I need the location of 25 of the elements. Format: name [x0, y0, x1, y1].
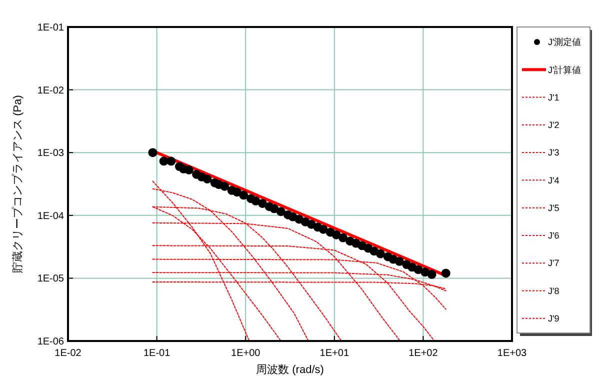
- x-tick-label: 1E+00: [231, 348, 261, 359]
- legend-label: J'3: [548, 148, 560, 158]
- y-tick-label: 1E-06: [37, 336, 64, 348]
- legend-label: J'9: [548, 314, 560, 324]
- legend-label: J'7: [548, 258, 560, 268]
- x-tick-label: 1E+01: [320, 348, 350, 359]
- legend-label: J'2: [548, 120, 560, 130]
- legend-label: J'8: [548, 286, 560, 296]
- legend-label: J'測定値: [548, 37, 582, 48]
- y-axis-title: 貯蔵クリープコンプライアンス (Pa): [11, 95, 24, 273]
- y-tick-label: 1E-04: [37, 210, 64, 222]
- legend-label: J'4: [548, 175, 560, 186]
- legend-label: J'計算値: [548, 64, 582, 75]
- legend-label: J'1: [548, 92, 560, 102]
- x-axis-title: 周波数 (rad/s): [256, 363, 324, 376]
- y-tick-label: 1E-05: [37, 274, 64, 285]
- x-tick-label: 1E+03: [497, 348, 528, 359]
- x-tick-label: 1E-02: [54, 348, 82, 359]
- y-tick-label: 1E-03: [37, 148, 64, 160]
- x-tick-label: 1E-01: [143, 348, 171, 359]
- y-tick-label: 1E-01: [37, 22, 64, 34]
- y-tick-label: 1E-02: [37, 85, 64, 96]
- legend-label: J'5: [548, 202, 560, 213]
- x-tick-label: 1E+02: [408, 348, 438, 359]
- legend-label: J'6: [548, 230, 560, 241]
